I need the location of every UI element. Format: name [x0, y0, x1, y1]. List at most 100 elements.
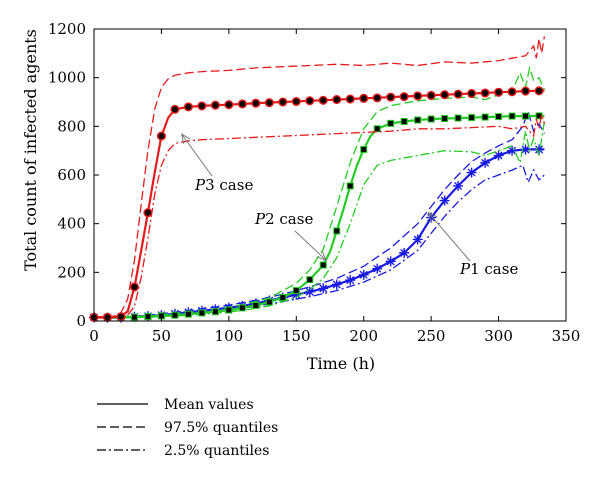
series-p2-lower-quantile: [93, 121, 546, 319]
data-point: [372, 93, 382, 103]
data-point: [507, 145, 518, 156]
data-point: [454, 114, 462, 122]
data-point: [264, 98, 274, 108]
data-point: [116, 312, 126, 322]
data-point: [211, 308, 219, 316]
data-point: [143, 208, 153, 218]
data-point: [468, 114, 476, 122]
data-point: [426, 212, 437, 223]
data-point: [453, 180, 464, 191]
data-point: [319, 261, 327, 269]
data-point: [441, 115, 449, 123]
data-point: [292, 287, 300, 295]
y-axis-label: Total count of infected agents: [21, 29, 40, 271]
x-tick-label: 300: [484, 327, 513, 345]
annotation-p3: P3 case: [180, 133, 253, 194]
y-tick-label: 600: [57, 166, 86, 184]
data-point: [224, 100, 234, 110]
x-tick-label: 50: [152, 327, 171, 345]
series-p2-mean: [93, 114, 545, 319]
data-point: [520, 86, 531, 96]
data-point: [466, 167, 477, 178]
annotation-arrowhead: [180, 133, 191, 144]
data-point: [251, 98, 261, 108]
annotation-p2: P2 case: [254, 210, 327, 262]
data-point: [414, 116, 422, 124]
y-tick-label: 800: [57, 117, 86, 135]
data-point: [481, 113, 489, 121]
data-point: [183, 102, 193, 112]
data-point: [291, 96, 301, 107]
data-point: [346, 182, 354, 190]
data-point: [493, 150, 504, 161]
annotation-arrowhead: [316, 250, 327, 262]
data-point: [385, 256, 396, 267]
data-point: [400, 117, 408, 125]
series-p1-lower-quantile: [93, 164, 545, 319]
data-point: [399, 92, 409, 102]
x-tick-label: 100: [215, 327, 244, 345]
data-point: [520, 144, 531, 155]
data-point: [238, 304, 246, 312]
data-point: [507, 87, 517, 97]
annotation-arrow: [294, 230, 327, 261]
series-p3-lower-quantile: [93, 114, 546, 319]
y-tick-label: 1000: [48, 69, 86, 87]
y-tick-label: 400: [57, 215, 86, 233]
data-point: [331, 279, 342, 290]
data-point: [467, 88, 477, 99]
data-point: [265, 298, 273, 306]
data-point: [225, 306, 233, 314]
data-point: [534, 86, 544, 96]
data-point: [197, 101, 207, 111]
data-point: [252, 301, 260, 309]
series-p2-upper-quantile: [93, 65, 545, 318]
data-point: [439, 195, 450, 206]
annotation-label: P2 case: [254, 210, 313, 228]
data-point: [440, 90, 450, 100]
x-tick-label: 150: [282, 327, 311, 345]
legend-label: 97.5% quantiles: [164, 420, 278, 436]
legend-label: 2.5% quantiles: [164, 443, 269, 459]
data-point: [130, 313, 138, 321]
data-point: [373, 125, 381, 133]
data-point: [412, 234, 423, 245]
x-tick-label: 350: [552, 327, 581, 345]
data-point: [318, 283, 329, 294]
data-point: [129, 282, 140, 292]
data-point: [278, 97, 288, 107]
annotation-arrow: [181, 133, 213, 177]
data-point: [399, 247, 410, 258]
legend-item-dashdot: 2.5% quantiles: [97, 443, 269, 459]
data-point: [304, 286, 315, 297]
data-point: [427, 115, 435, 123]
annotation-arrow: [428, 212, 471, 262]
data-point: [494, 87, 504, 97]
y-tick-label: 200: [57, 263, 86, 281]
legend-item-dashed: 97.5% quantiles: [97, 420, 278, 436]
series-p3-upper-quantile: [93, 36, 546, 318]
legend-item-solid: Mean values: [97, 397, 254, 413]
data-point: [358, 269, 369, 280]
legend: Mean values 97.5% quantiles 2.5% quantiles: [97, 397, 278, 459]
y-tick-label: 0: [76, 312, 86, 330]
x-axis-label: Time (h): [307, 354, 375, 373]
data-point: [144, 313, 152, 321]
data-point: [279, 294, 287, 302]
series-p1-markers: [89, 144, 545, 323]
data-point: [386, 92, 396, 102]
x-tick-label: 200: [349, 327, 378, 345]
data-point: [360, 145, 368, 153]
data-point: [305, 96, 315, 106]
data-point: [522, 112, 530, 120]
data-point: [291, 289, 302, 300]
series-p3: [89, 36, 546, 322]
data-point: [102, 312, 113, 322]
data-point: [210, 100, 220, 110]
data-point: [495, 113, 503, 121]
data-point: [170, 104, 180, 114]
series-p3-markers: [89, 86, 544, 322]
data-point: [453, 89, 463, 99]
